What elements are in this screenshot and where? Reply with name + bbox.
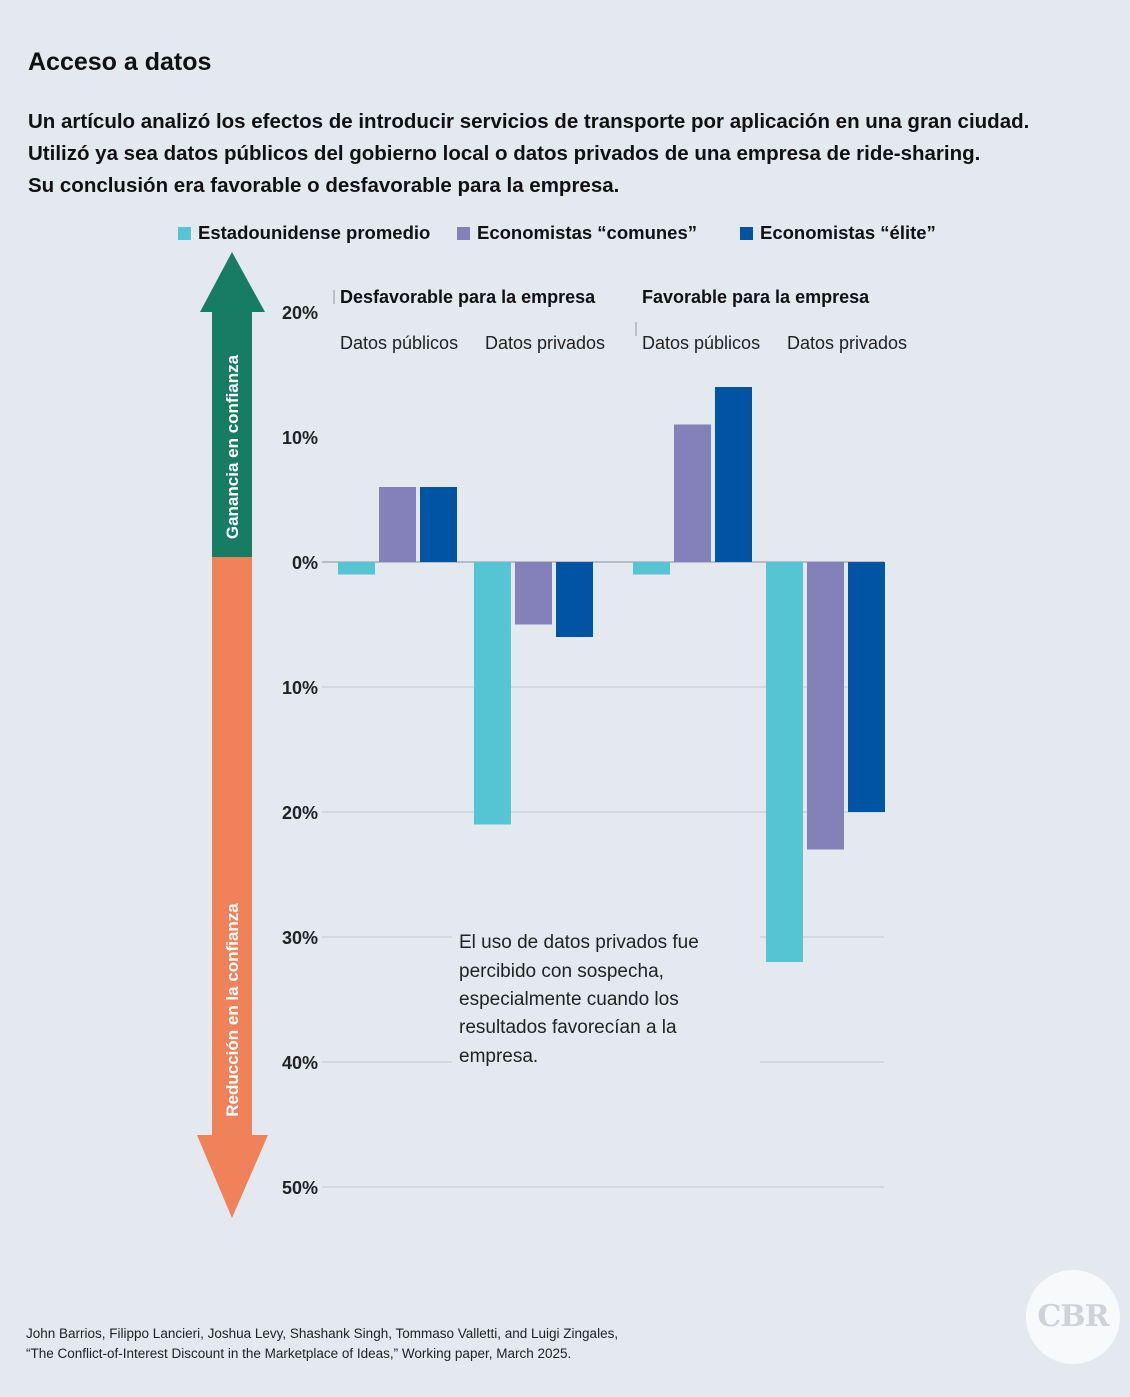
legend-label: Economistas “élite”: [760, 222, 936, 243]
description-line: Su conclusión era favorable o desfavorab…: [28, 174, 620, 197]
annotation-line: El uso de datos privados fue: [459, 932, 699, 953]
source-citation: John Barrios, Filippo Lancieri, Joshua L…: [26, 1324, 618, 1364]
cbr-logo-text: CBR: [1037, 1299, 1109, 1334]
source-line: “The Conflict-of-Interest Discount in th…: [26, 1346, 572, 1361]
y-axis-ticks: 20% 10% 0% 10% 20% 30% 40% 50%: [282, 303, 318, 1198]
chart-title: Acceso a datos: [28, 48, 212, 76]
y-tick-label: 30%: [282, 928, 318, 948]
bar-economistas-comunes--1: [515, 562, 552, 625]
y-tick-label: 10%: [282, 678, 318, 698]
annotation-line: percibido con sospecha,: [459, 961, 664, 982]
y-tick-label: 0%: [292, 553, 318, 573]
bars: [338, 387, 885, 962]
bar-economistas-lite--1: [556, 562, 593, 637]
legend-item-elite-economists: Economistas “élite”: [740, 222, 936, 244]
subcategory-label: Datos privados: [485, 333, 605, 353]
legend-swatch: [740, 227, 753, 240]
legend-label: Economistas “comunes”: [477, 222, 698, 243]
legend-label: Estadounidense promedio: [198, 222, 431, 243]
bar-economistas-lite--2: [715, 387, 752, 562]
annotation-background: [452, 925, 760, 1075]
reduction-arrow-shaft: [212, 557, 252, 1137]
y-tick-label: 20%: [282, 803, 318, 823]
gain-arrow-shaft: [212, 310, 252, 557]
reduction-arrow-head: [197, 1135, 268, 1218]
reduction-arrow-label: Reducción en la confianza: [223, 903, 242, 1117]
bar-economistas-comunes--0: [379, 487, 416, 562]
description-line: Utilizó ya sea datos públicos del gobier…: [28, 142, 981, 165]
bar-estadounidense-promedio-3: [766, 562, 803, 962]
y-tick-label: 50%: [282, 1178, 318, 1198]
legend-swatch: [178, 227, 191, 240]
group-headers: Desfavorable para la empresa Favorable p…: [333, 287, 907, 353]
source-line: John Barrios, Filippo Lancieri, Joshua L…: [26, 1326, 619, 1341]
legend-item-average-american: Estadounidense promedio: [178, 222, 430, 244]
y-tick-label: 20%: [282, 303, 318, 323]
bar-economistas-lite--3: [848, 562, 885, 812]
chart-description: Un artículo analizó los efectos de intro…: [28, 106, 1130, 202]
group-label-favorable: Favorable para la empresa: [642, 287, 870, 307]
y-tick-label: 10%: [282, 428, 318, 448]
annotation-line: empresa.: [459, 1046, 538, 1067]
group-label-unfavorable: Desfavorable para la empresa: [340, 287, 596, 307]
bar-estadounidense-promedio-2: [633, 562, 670, 575]
bar-economistas-comunes--2: [674, 424, 711, 562]
legend-swatch: [457, 227, 470, 240]
annotation-line: resultados favorecían a la: [459, 1017, 677, 1038]
bar-estadounidense-promedio-1: [474, 562, 511, 825]
confidence-arrows: Ganancia en confianza Reducción en la co…: [197, 252, 268, 1218]
bar-estadounidense-promedio-0: [338, 562, 375, 575]
legend-item-common-economists: Economistas “comunes”: [457, 222, 697, 244]
bar-economistas-comunes--3: [807, 562, 844, 850]
subcategory-label: Datos privados: [787, 333, 907, 353]
gain-arrow-head: [200, 252, 265, 312]
subcategory-label: Datos públicos: [642, 333, 760, 353]
subcategory-label: Datos públicos: [340, 333, 458, 353]
description-line: Un artículo analizó los efectos de intro…: [28, 110, 1030, 133]
annotation: El uso de datos privados fue percibido c…: [459, 932, 699, 1067]
cbr-logo: CBR: [1026, 1270, 1120, 1364]
bar-economistas-lite--0: [420, 487, 457, 562]
gain-arrow-label: Ganancia en confianza: [223, 354, 242, 539]
annotation-line: especialmente cuando los: [459, 989, 679, 1010]
y-tick-label: 40%: [282, 1053, 318, 1073]
